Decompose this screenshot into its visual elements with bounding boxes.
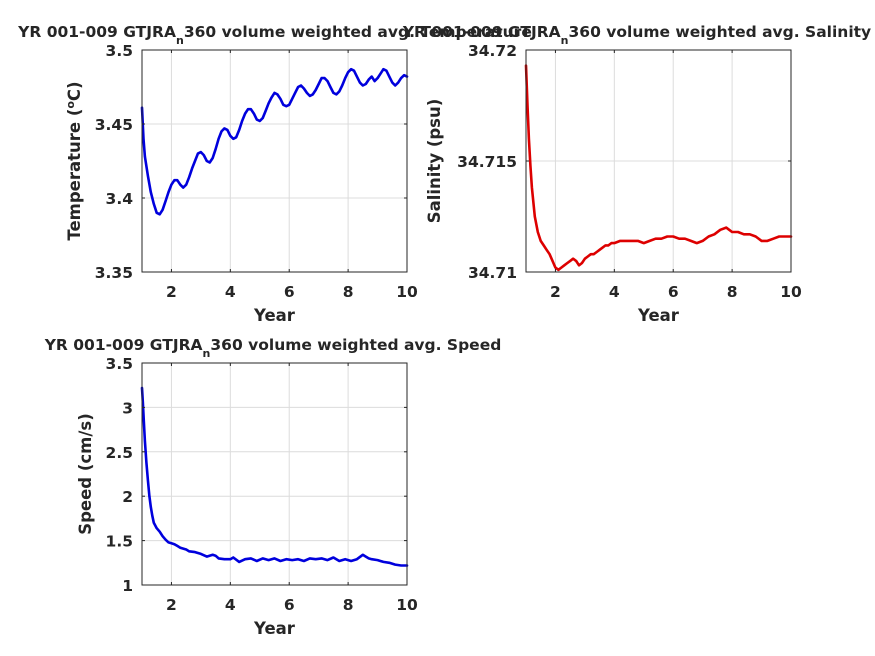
speed-axes: 2 4 6 8 10 1 1.5 2 2.5 3 3.5 Year Speed (cm/s) YR 001… [44, 336, 502, 638]
salinity-series-line [524, 64, 793, 272]
x-tick-label: 6 [284, 283, 295, 301]
y-tick-label: 3.45 [95, 116, 133, 134]
y-axis-label-part: Salinity (psu) [425, 99, 444, 224]
y-axis-label-part: C) [65, 81, 84, 101]
plot-area [142, 363, 407, 585]
speed-series-line [140, 386, 409, 567]
title-part: YR 001-009 GTJRA [17, 23, 176, 41]
speed-title: YR 001-009 GTJRAn360 volume weighted avg… [44, 336, 502, 360]
x-tick-label: 2 [550, 283, 561, 301]
y-tick-label: 34.72 [468, 42, 517, 60]
y-axis-label-part: Temperature ( [65, 109, 84, 241]
x-tick-label: 10 [396, 596, 418, 614]
y-tick-label: 34.715 [457, 153, 517, 171]
y-tick-label: 3.4 [106, 190, 134, 208]
title-part: 360 volume weighted avg. Speed [210, 336, 501, 354]
title-part: YR 001-009 GTJRA [402, 23, 561, 41]
temperature-title: YR 001-009 GTJRAn360 volume weighted avg… [17, 23, 532, 47]
y-axis-label: Salinity (psu) [425, 99, 444, 224]
x-tick-label: 6 [668, 283, 679, 301]
salinity-title: YR 001-009 GTJRAn360 volume weighted avg… [402, 23, 871, 47]
x-tick-label: 4 [225, 283, 236, 301]
title-part: 360 volume weighted avg. Salinity [569, 23, 872, 41]
temperature-series-line [140, 67, 409, 216]
y-axis-label-part: Speed (cm/s) [76, 413, 95, 535]
title-subscript: n [561, 34, 569, 47]
x-tick-label: 4 [225, 596, 236, 614]
y-tick-label: 3 [122, 399, 133, 417]
y-tick-label: 3.5 [106, 42, 133, 60]
salinity-axes: 2 4 6 8 10 34.71 34.715 34.72 Year Salinity (psu)… [402, 23, 871, 325]
x-tick-label: 4 [609, 283, 620, 301]
x-axis-label: Year [253, 619, 296, 638]
plot-area [142, 50, 407, 272]
y-tick-label: 34.71 [468, 264, 517, 282]
x-tick-label: 8 [727, 283, 738, 301]
axes-frame [141, 362, 408, 586]
x-axis-label: Year [253, 306, 296, 325]
x-tick-label: 8 [343, 283, 354, 301]
y-tick-label: 1 [122, 577, 133, 595]
title-subscript: n [203, 347, 211, 360]
x-tick-label: 6 [284, 596, 295, 614]
title-part: 360 volume weighted avg. Temperature [184, 23, 532, 41]
x-tick-label: 8 [343, 596, 354, 614]
x-axis-label: Year [637, 306, 680, 325]
temperature-axes: 2 4 6 8 10 3.35 3.4 3.45 3.5 Year Temperature (oC)… [17, 23, 532, 325]
title-part: YR 001-009 GTJRA [44, 336, 203, 354]
y-tick-label: 3.35 [95, 264, 133, 282]
title-subscript: n [176, 34, 184, 47]
y-tick-label: 1.5 [106, 533, 133, 551]
axes-frame [141, 49, 408, 273]
y-axis-label: Speed (cm/s) [76, 413, 95, 535]
x-tick-label: 10 [780, 283, 802, 301]
y-axis-label: Temperature (oC) [64, 81, 85, 240]
x-tick-label: 10 [396, 283, 418, 301]
y-tick-label: 2 [122, 488, 133, 506]
y-axis-label-superscript: o [64, 101, 77, 109]
x-tick-label: 2 [166, 283, 177, 301]
x-tick-label: 2 [166, 596, 177, 614]
y-tick-label: 3.5 [106, 355, 133, 373]
y-tick-label: 2.5 [106, 444, 133, 462]
